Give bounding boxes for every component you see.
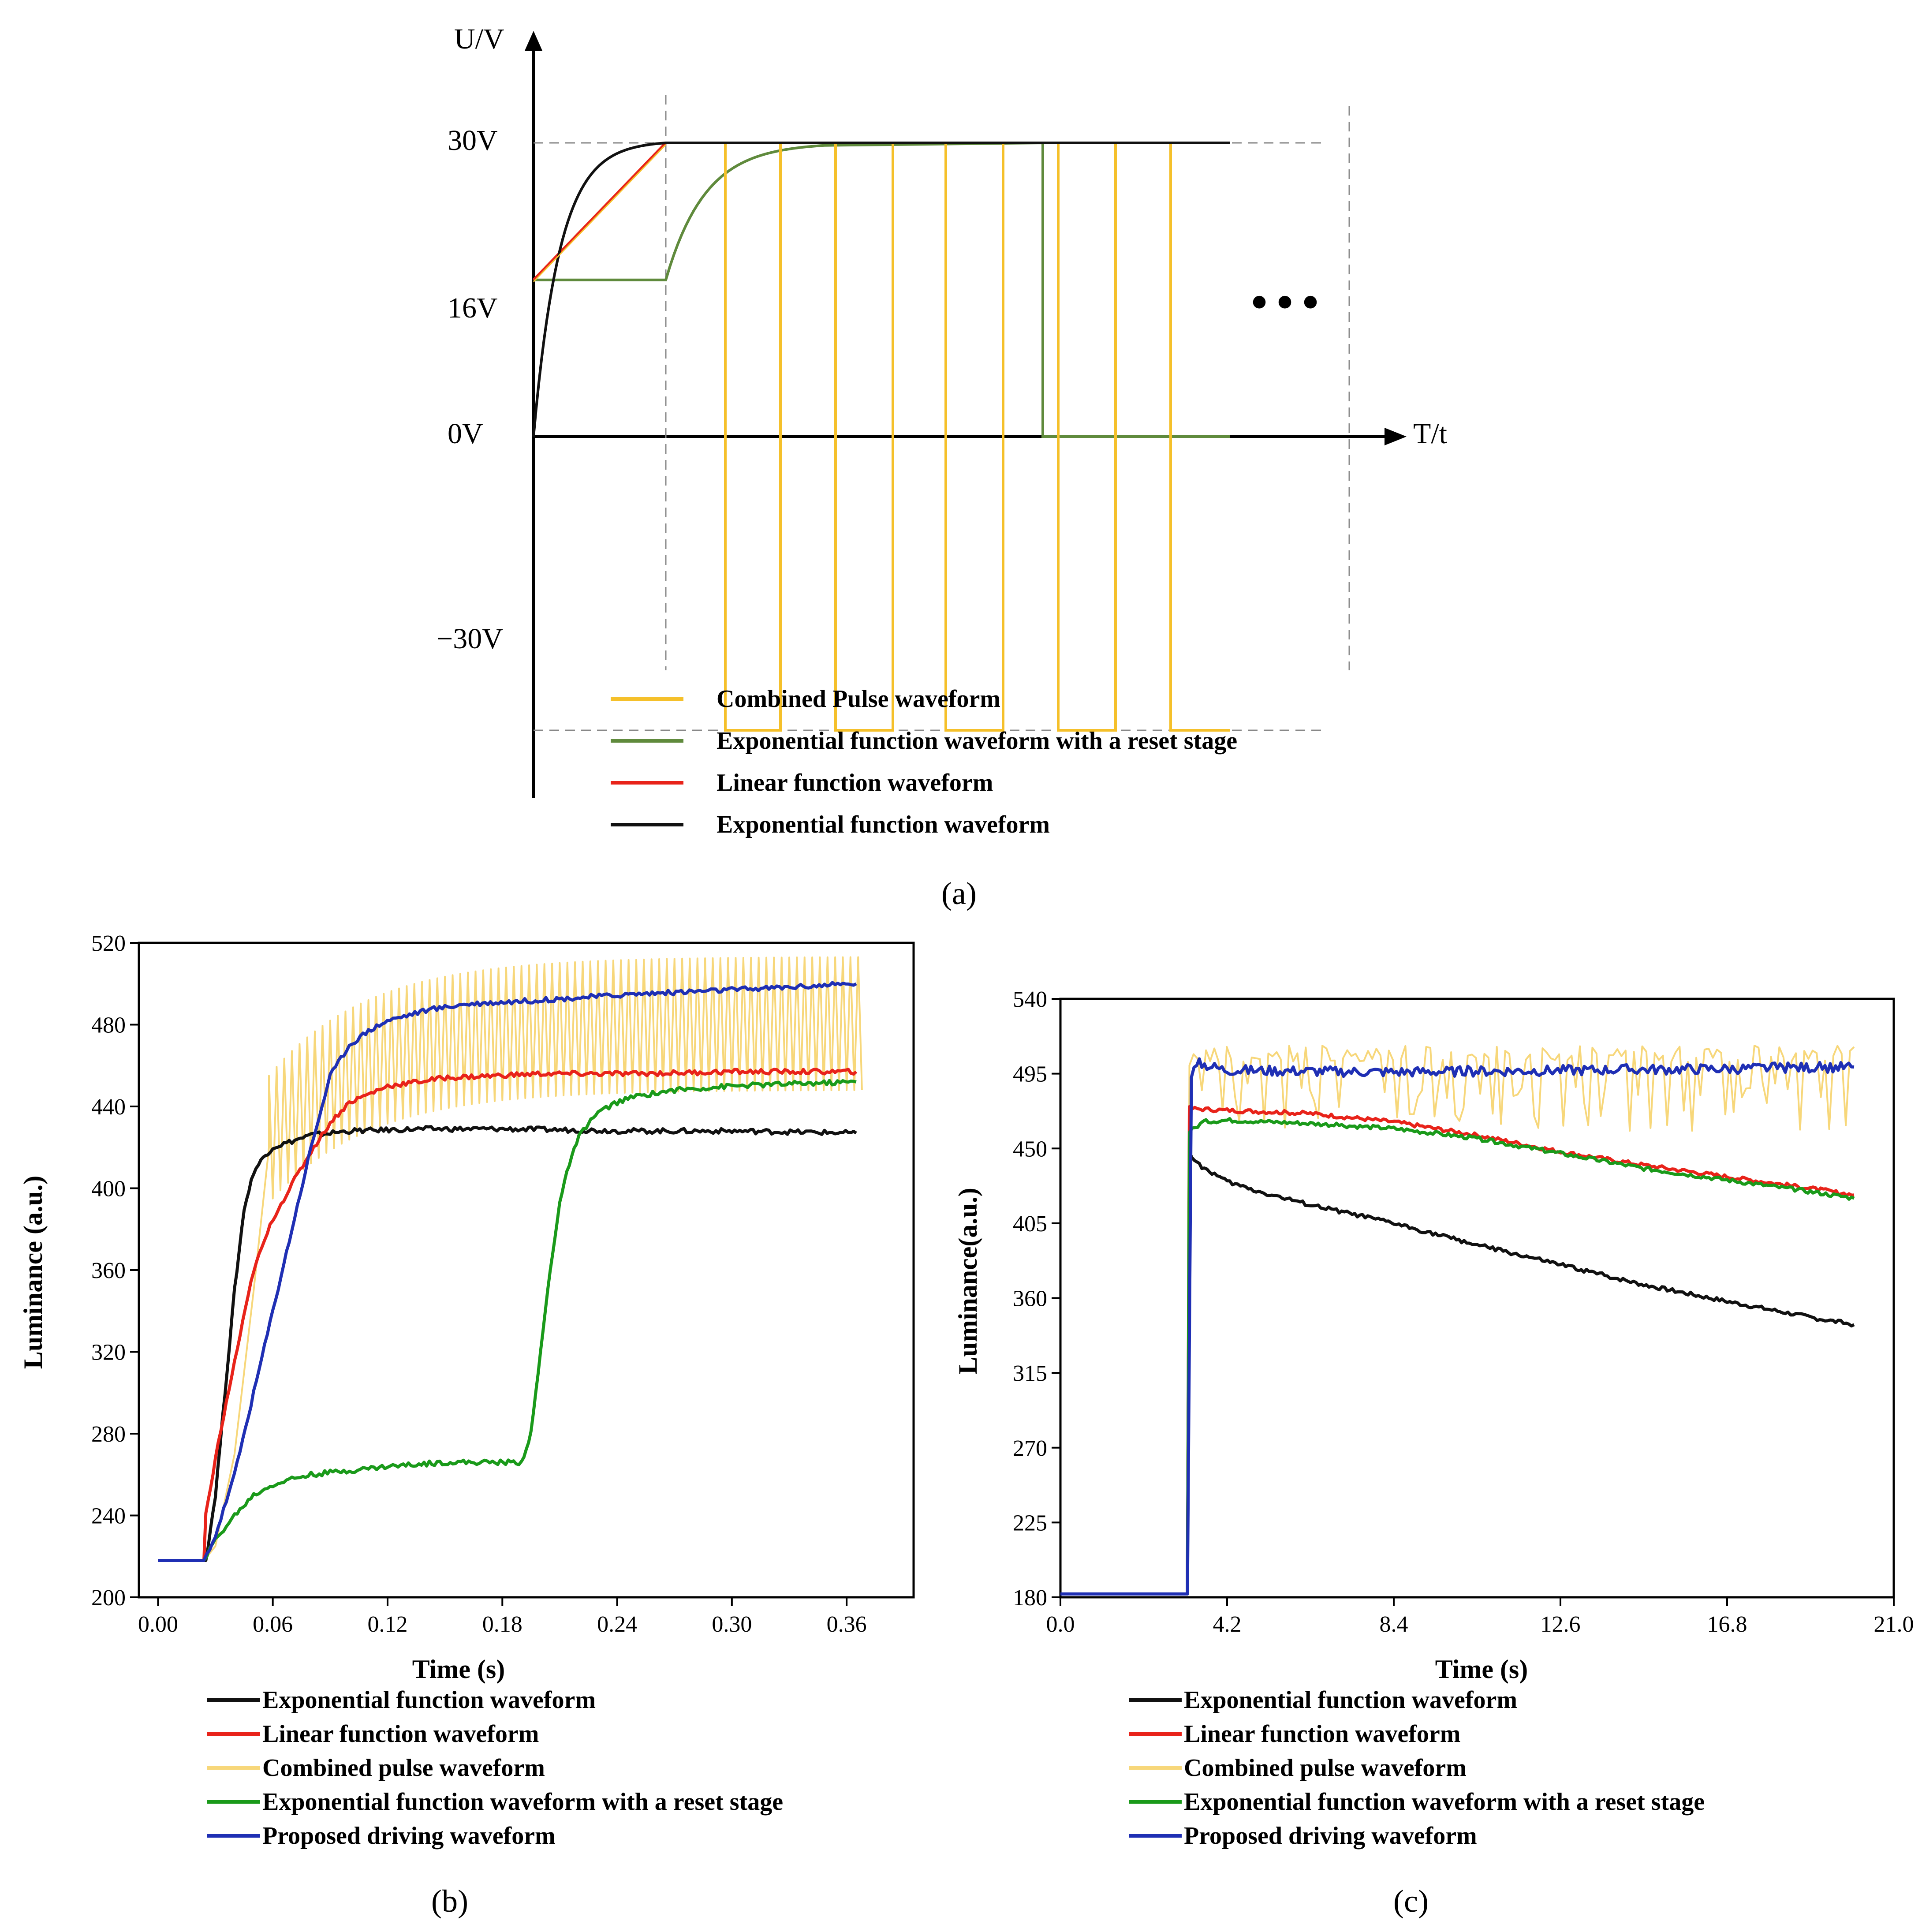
panel-a-series-combined-pulse-ramp [533, 144, 667, 282]
panel-a-x-arrowhead [1385, 428, 1407, 445]
panel-c-ytick-label-180: 180 [1013, 1585, 1047, 1611]
panel-c-series-linear-function-waveform [1060, 1105, 1855, 1596]
panel-a-legend-label-combined-pulse-waveform: Combined Pulse waveform [717, 685, 1000, 713]
panel-b-xtick-label-0.24: 0.24 [597, 1612, 637, 1637]
panel-c-ytick-label-450: 450 [1013, 1136, 1047, 1162]
panel-a-ytick-30v: 30V [448, 124, 498, 157]
panel-c-legend-label-exponential-function-waveform: Exponential function waveform [1184, 1686, 1517, 1714]
panel-b-series-linear-function-waveform [158, 1068, 858, 1562]
panel-a-ytick-16v: 16V [448, 292, 498, 324]
panel-a-legend-label-exponential-function-waveform: Exponential function waveform [717, 811, 1050, 838]
panel-c-luminance-chart: 180 225 270 315 360 405 450 495 540 0.0 4.2 8.4 12.6… [953, 987, 1914, 1919]
panel-b-xtick-label-0.06: 0.06 [253, 1612, 293, 1637]
panel-a-legend-label-exponential-function-waveform-with-a-reset-stage: Exponential function waveform with a res… [717, 727, 1237, 755]
panel-c-xtick-label-4.2: 4.2 [1213, 1612, 1242, 1637]
panel-b-xtick-label-0.00: 0.00 [138, 1612, 178, 1637]
panel-a-ytick-0v: 0V [448, 418, 483, 450]
panel-c-ytick-label-405: 405 [1013, 1211, 1047, 1237]
panel-b-ytick-label-240: 240 [91, 1504, 126, 1529]
panel-c-legend-label-proposed-driving-waveform: Proposed driving waveform [1184, 1822, 1477, 1850]
panel-b-plot: 200 240 280 320 360 400 440 480 520 0.00 0.06 0.12 0… [91, 931, 915, 1637]
panel-a-series-linear [532, 142, 1230, 281]
panel-b-xtick-label-0.36: 0.36 [827, 1612, 867, 1637]
panel-b-legend-label-exponential-function-waveform: Exponential function waveform [262, 1686, 596, 1714]
panel-b-xtick-label-0.18: 0.18 [482, 1612, 522, 1637]
panel-b-legend-label-linear-function-waveform: Linear function waveform [262, 1720, 539, 1748]
panel-c-ytick-label-540: 540 [1013, 987, 1047, 1012]
panel-c-series-exponential-function-waveform [1060, 1151, 1855, 1596]
panel-b-legend-label-proposed-driving-waveform: Proposed driving waveform [262, 1822, 556, 1850]
panel-b-ytick-label-480: 480 [91, 1013, 126, 1038]
panel-b-xtick-label-0.12: 0.12 [367, 1612, 407, 1637]
panel-b-x-axis-label: Time (s) [412, 1655, 505, 1684]
panel-c-ytick-label-495: 495 [1013, 1062, 1047, 1087]
panel-b-ytick-label-320: 320 [91, 1340, 126, 1365]
panel-c-ytick-label-270: 270 [1013, 1436, 1047, 1461]
panel-b-legend: Exponential function waveform Linear func… [207, 1686, 783, 1850]
panel-a-waveform-diagram: U/V T/t 30V 16V 0V −30V ••• Combined Pul… [437, 23, 1447, 911]
panel-b-ytick-label-400: 400 [91, 1177, 126, 1202]
panel-a-y-axis-label: U/V [454, 23, 504, 55]
panel-c-series-exponential-function-waveform-with-a-reset-stage [1060, 1117, 1855, 1596]
panel-a-caption: (a) [941, 876, 977, 911]
panel-b-luminance-chart: 200 240 280 320 360 400 440 480 520 0.00 0.06 0.12 0… [19, 931, 915, 1919]
panel-c-y-axis-label: Luminance(a.u.) [953, 1188, 982, 1374]
panel-c-series-proposed-driving-waveform [1060, 1057, 1855, 1596]
panel-b-ytick-label-280: 280 [91, 1422, 126, 1447]
panel-b-xtick-label-0.30: 0.30 [712, 1612, 752, 1637]
panel-b-ytick-label-200: 200 [91, 1585, 126, 1611]
panel-b-ytick-label-440: 440 [91, 1095, 126, 1120]
panel-c-ytick-label-315: 315 [1013, 1361, 1047, 1386]
panel-c-legend-label-exponential-function-waveform-with-a-reset-stage: Exponential function waveform with a res… [1184, 1788, 1705, 1816]
panel-b-series-exponential-function-waveform-with-a-reset-stage [158, 1079, 857, 1562]
panel-c-legend-label-linear-function-waveform: Linear function waveform [1184, 1720, 1460, 1748]
panel-b-series-combined-pulse-waveform [158, 956, 863, 1562]
panel-c-ytick-label-225: 225 [1013, 1510, 1047, 1536]
panel-a-ytick-minus30v: −30V [437, 623, 503, 655]
panel-c-xtick-label-16.8: 16.8 [1707, 1612, 1747, 1637]
panel-a-x-axis-label: T/t [1413, 418, 1447, 450]
panel-c-xtick-label-21.0: 21.0 [1874, 1612, 1914, 1637]
panel-c-legend-label-combined-pulse-waveform: Combined pulse waveform [1184, 1754, 1467, 1782]
panel-b-legend-label-exponential-function-waveform-with-a-reset-stage: Exponential function waveform with a res… [262, 1788, 783, 1816]
panel-a-legend: Combined Pulse waveform Exponential funct… [611, 685, 1237, 838]
panel-c-xtick-label-0.0: 0.0 [1046, 1612, 1075, 1637]
panel-b-series-exponential-function-waveform [158, 1125, 857, 1562]
panel-b-legend-label-combined-pulse-waveform: Combined pulse waveform [262, 1754, 545, 1782]
panel-b-ytick-label-520: 520 [91, 931, 126, 956]
panel-c-series-combined-pulse-waveform [1060, 1045, 1855, 1595]
panel-c-xtick-label-12.6: 12.6 [1541, 1612, 1581, 1637]
panel-c-ytick-label-360: 360 [1013, 1286, 1047, 1312]
panel-a-series [532, 141, 1230, 732]
panel-c-caption: (c) [1393, 1883, 1429, 1919]
panel-a-y-arrowhead [525, 31, 542, 51]
panel-a-series-exponential-reset [534, 141, 1230, 438]
panel-b-series-proposed-driving-waveform [158, 981, 857, 1562]
panel-c-plot: 180 225 270 315 360 405 450 495 540 0.0 4.2 8.4 12.6… [1013, 987, 1914, 1637]
panel-c-xtick-label-8.4: 8.4 [1380, 1612, 1408, 1637]
panel-a-continuation-dots: ••• [1250, 273, 1327, 331]
panel-b-y-axis-label: Luminance (a.u.) [19, 1176, 48, 1369]
panel-b-caption: (b) [431, 1883, 468, 1919]
panel-a-legend-label-linear-function-waveform: Linear function waveform [717, 769, 993, 796]
panel-a-axes [525, 31, 1407, 798]
panel-a-series-exponential [532, 142, 1230, 437]
panel-b-ytick-label-360: 360 [91, 1258, 126, 1283]
panel-c-x-axis-label: Time (s) [1435, 1655, 1528, 1684]
panel-c-legend: Exponential function waveform Linear func… [1129, 1686, 1705, 1850]
